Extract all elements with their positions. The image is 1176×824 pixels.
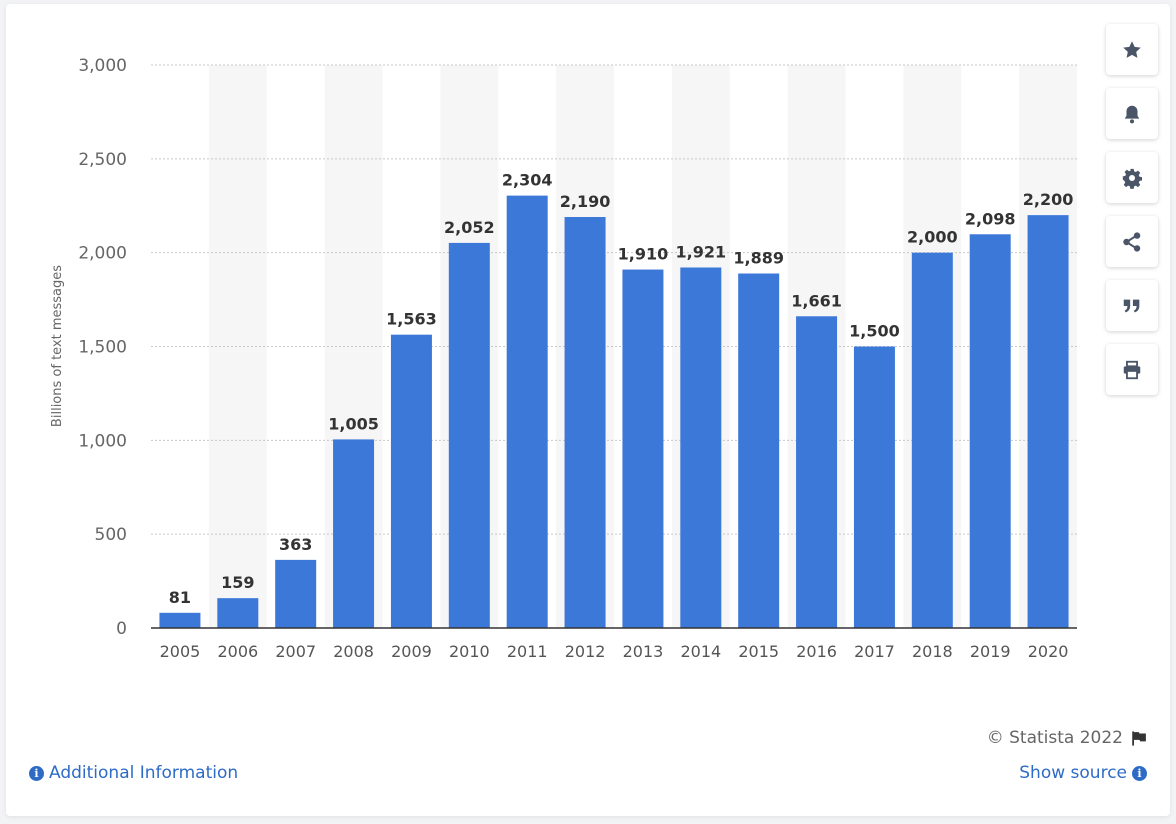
x-tick-label: 2013 xyxy=(623,642,664,661)
bell-icon xyxy=(1124,105,1140,123)
bar[interactable] xyxy=(1027,215,1069,628)
x-tick-label: 2014 xyxy=(680,642,721,661)
cite-button[interactable] xyxy=(1106,280,1158,331)
copyright-text: © Statista 2022 xyxy=(986,728,1123,748)
settings-button[interactable] xyxy=(1106,152,1158,203)
y-tick-label: 2,000 xyxy=(78,244,127,264)
show-source-label: Show source xyxy=(1019,763,1127,783)
y-tick-label: 2,500 xyxy=(78,150,127,170)
x-axis-labels: 2005 2006 2007 2008 2009 2010 2011 2012 2013 2014… xyxy=(160,642,1069,661)
y-axis-labels: 0 500 1,000 1,500 2,000 2,500 3,000 xyxy=(78,56,127,639)
print-icon xyxy=(1123,360,1141,379)
y-axis-title: Billions of text messages xyxy=(50,265,65,427)
x-tick-label: 2010 xyxy=(449,642,490,661)
y-tick-label: 1,500 xyxy=(78,338,127,358)
bar[interactable] xyxy=(969,234,1011,628)
plot-band xyxy=(208,65,267,628)
info-icon: i xyxy=(1132,765,1147,781)
bar[interactable] xyxy=(564,217,606,628)
x-tick-label: 2017 xyxy=(854,642,895,661)
x-tick-label: 2012 xyxy=(565,642,606,661)
y-tick-label: 0 xyxy=(116,619,127,639)
bar[interactable] xyxy=(275,559,317,628)
share-button[interactable] xyxy=(1106,216,1158,267)
additional-information-label: Additional Information xyxy=(49,763,239,783)
x-tick-label: 2020 xyxy=(1028,642,1069,661)
quote-icon xyxy=(1123,299,1140,312)
data-label: 1,889 xyxy=(733,248,784,267)
data-labels: 81 159 363 1,005 1,563 2,052 2,304 2,190 1,910 1,… xyxy=(169,171,1074,607)
bar[interactable] xyxy=(390,334,432,628)
share-icon xyxy=(1123,231,1141,252)
data-label: 1,661 xyxy=(791,291,842,310)
show-source-link[interactable]: Show source i xyxy=(1019,763,1147,783)
data-label: 159 xyxy=(221,573,254,592)
bar[interactable] xyxy=(796,316,838,628)
data-label: 363 xyxy=(279,535,312,554)
bar[interactable] xyxy=(738,273,780,628)
x-tick-label: 2006 xyxy=(217,642,258,661)
star-icon xyxy=(1123,40,1141,58)
bar[interactable] xyxy=(448,242,490,628)
additional-information-link[interactable]: i Additional Information xyxy=(29,763,238,783)
x-tick-label: 2007 xyxy=(275,642,316,661)
data-label: 2,052 xyxy=(444,218,495,237)
bar[interactable] xyxy=(217,598,259,628)
bar[interactable] xyxy=(680,267,722,628)
bar[interactable] xyxy=(333,439,375,628)
x-tick-label: 2005 xyxy=(160,642,201,661)
x-tick-label: 2016 xyxy=(796,642,837,661)
data-label: 2,304 xyxy=(502,171,553,190)
bar[interactable] xyxy=(853,346,895,629)
y-tick-label: 3,000 xyxy=(78,56,127,76)
bar[interactable] xyxy=(622,269,664,628)
copyright: © Statista 2022 xyxy=(987,728,1148,748)
y-tick-label: 1,000 xyxy=(78,431,127,451)
x-tick-label: 2008 xyxy=(333,642,374,661)
x-tick-label: 2009 xyxy=(391,642,432,661)
flag-icon[interactable] xyxy=(1131,730,1148,747)
info-icon: i xyxy=(29,765,44,781)
bars xyxy=(159,195,1069,629)
toolbar xyxy=(1106,24,1158,408)
data-label: 2,098 xyxy=(965,209,1016,228)
data-label: 1,500 xyxy=(849,322,900,341)
data-label: 1,910 xyxy=(618,245,669,264)
bar[interactable] xyxy=(159,612,201,628)
data-label: 81 xyxy=(169,588,191,607)
x-tick-label: 2019 xyxy=(970,642,1011,661)
notification-button[interactable] xyxy=(1106,88,1158,139)
x-tick-label: 2015 xyxy=(738,642,779,661)
data-label: 1,921 xyxy=(676,242,727,261)
favorite-button[interactable] xyxy=(1106,24,1158,75)
x-tick-label: 2011 xyxy=(507,642,548,661)
data-label: 1,005 xyxy=(328,414,379,433)
y-tick-label: 500 xyxy=(95,525,127,545)
data-label: 1,563 xyxy=(386,310,437,329)
data-label: 2,190 xyxy=(560,192,611,211)
data-label: 2,200 xyxy=(1023,190,1074,209)
gear-icon xyxy=(1122,168,1142,189)
bar[interactable] xyxy=(911,252,953,628)
print-button[interactable] xyxy=(1106,344,1158,395)
bar[interactable] xyxy=(506,195,548,628)
data-label: 2,000 xyxy=(907,228,958,247)
x-tick-label: 2018 xyxy=(912,642,953,661)
